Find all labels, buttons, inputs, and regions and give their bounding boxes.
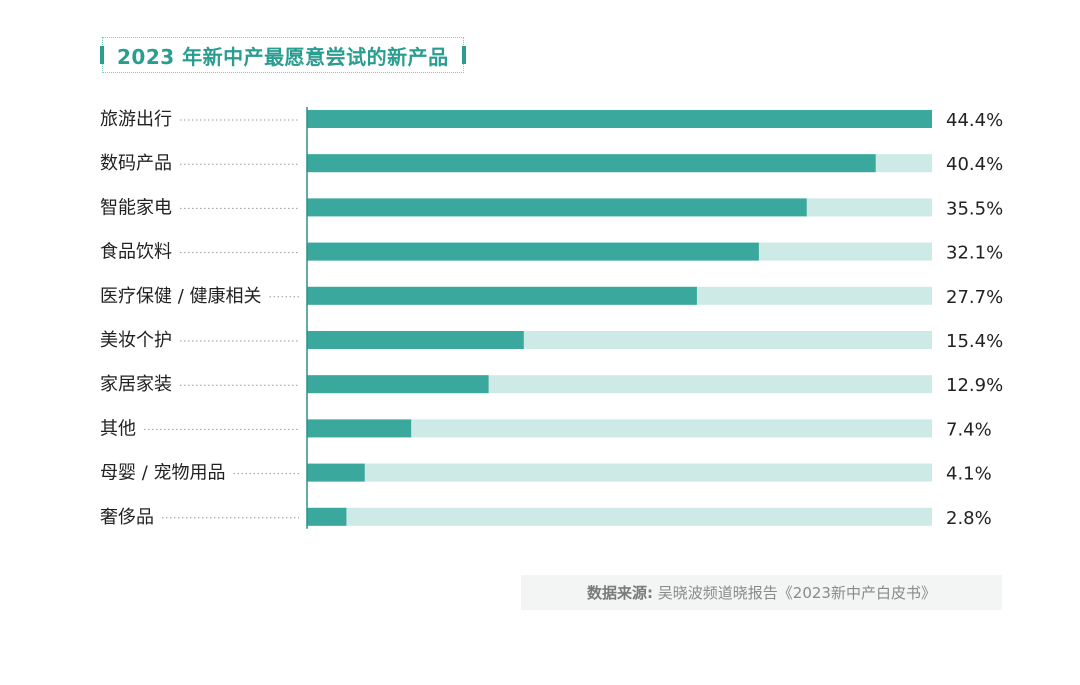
- category-label: 美妆个护: [100, 330, 172, 351]
- value-label: 44.4%: [946, 110, 1003, 131]
- category-label: 其他: [100, 418, 136, 439]
- category-label: 家居家装: [100, 374, 172, 395]
- value-label: 40.4%: [946, 154, 1003, 175]
- bar: [307, 375, 489, 394]
- source-note: 数据来源: 吴晓波频道晓报告《2023新中产白皮书》: [521, 575, 1002, 610]
- source-text: 吴晓波频道晓报告《2023新中产白皮书》: [657, 584, 936, 602]
- bar: [307, 286, 697, 305]
- category-label: 智能家电: [100, 197, 172, 218]
- title-accent-left: [100, 46, 104, 64]
- value-label: 7.4%: [946, 419, 992, 440]
- chart-title-box: 2023 年新中产最愿意尝试的新产品: [100, 37, 466, 73]
- bar: [307, 154, 876, 173]
- category-label: 母婴 / 宠物用品: [100, 463, 226, 484]
- bar-track: [307, 507, 932, 526]
- bar-track: [307, 419, 932, 438]
- bar: [307, 198, 807, 217]
- value-label: 35.5%: [946, 198, 1003, 219]
- value-label: 12.9%: [946, 375, 1003, 396]
- category-label: 旅游出行: [100, 109, 172, 130]
- title-accent-right: [461, 46, 466, 64]
- bar: [307, 242, 759, 261]
- bar: [307, 507, 347, 526]
- bar: [307, 110, 932, 128]
- category-label: 奢侈品: [100, 507, 154, 528]
- source-label: 数据来源:: [587, 584, 654, 602]
- value-label: 32.1%: [946, 243, 1003, 264]
- value-label: 4.1%: [946, 464, 992, 485]
- bar: [307, 463, 365, 482]
- category-label: 食品饮料: [100, 242, 172, 263]
- value-label: 2.8%: [946, 508, 992, 529]
- bar: [307, 419, 412, 438]
- category-label: 数码产品: [100, 153, 172, 174]
- chart-title: 2023 年新中产最愿意尝试的新产品: [117, 44, 449, 69]
- value-label: 15.4%: [946, 331, 1003, 352]
- bar: [307, 331, 524, 349]
- value-label: 27.7%: [946, 287, 1003, 308]
- category-label: 医疗保健 / 健康相关: [100, 286, 262, 307]
- bar-track: [307, 463, 932, 482]
